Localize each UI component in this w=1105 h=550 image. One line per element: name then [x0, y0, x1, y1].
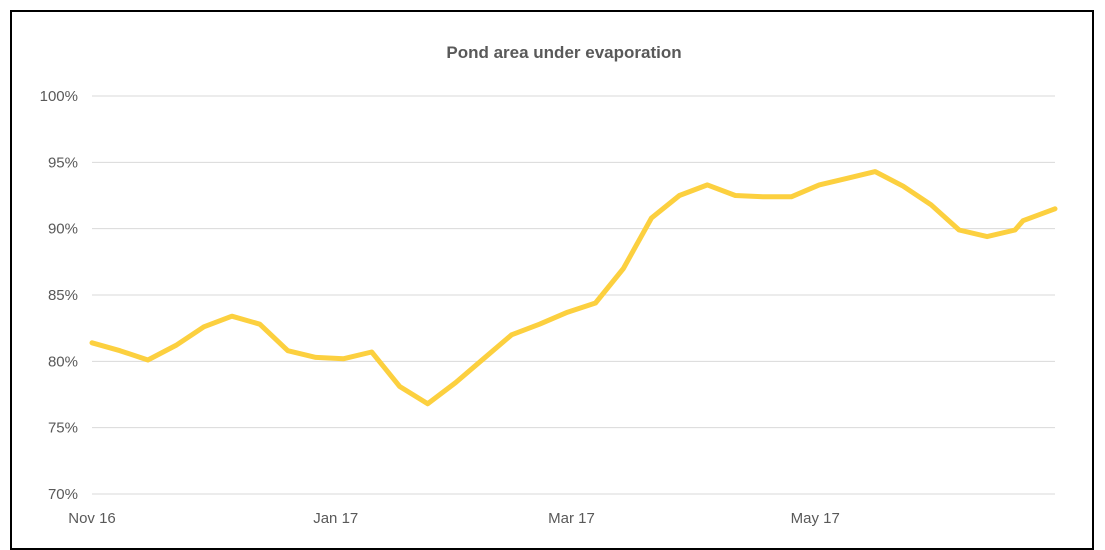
x-tick-label: Jan 17 [313, 510, 358, 527]
x-axis-ticks: Nov 16 Jan 17 Mar 17 May 17 [68, 510, 840, 527]
y-tick-label: 90% [48, 221, 78, 238]
y-tick-label: 85% [48, 287, 78, 304]
y-axis-ticks: 70% 75% 80% 85% 90% 95% 100% [40, 88, 78, 503]
gridlines [92, 95, 1055, 495]
y-tick-label: 80% [48, 353, 78, 370]
chart-container [10, 10, 1094, 550]
y-tick-label: 100% [40, 88, 78, 105]
y-tick-label: 95% [48, 154, 78, 171]
x-tick-label: Nov 16 [68, 510, 116, 527]
series-lines [89, 169, 1058, 407]
y-tick-label: 70% [48, 486, 78, 503]
line-chart: Pond area under evaporation 70% 75% 80% 85%… [40, 43, 1058, 527]
x-tick-label: Mar 17 [548, 510, 595, 527]
series-line [89, 169, 1058, 407]
y-tick-label: 75% [48, 420, 78, 437]
chart-title: Pond area under evaporation [446, 43, 681, 62]
x-tick-label: May 17 [791, 510, 840, 527]
